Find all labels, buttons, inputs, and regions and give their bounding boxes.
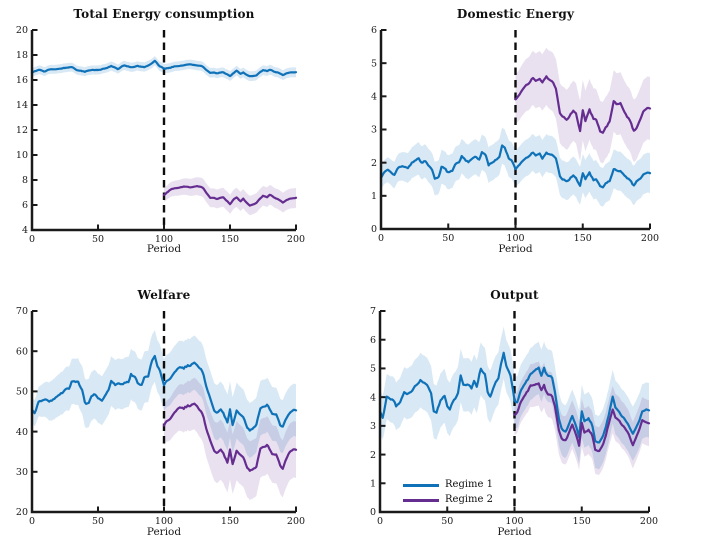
xaxis-label-period-welfare: Period xyxy=(146,526,182,538)
x-tick-label: 0 xyxy=(29,516,35,527)
y-tick-label: 8 xyxy=(22,175,28,186)
x-tick-label: 100 xyxy=(505,516,523,527)
regime2-line xyxy=(514,75,652,134)
chart-panel-2: 20 30 40 50 60 70 0 50 100 150 200 xyxy=(16,306,305,527)
x-tick-label: 0 xyxy=(29,234,35,245)
legend-item-regime1: Regime 1 xyxy=(403,479,493,491)
xaxis-label-period-output: Period xyxy=(497,526,532,538)
legend-label-regime1: Regime 1 xyxy=(445,479,493,490)
x-tick-label: 150 xyxy=(221,234,239,245)
y-tick-label: 40 xyxy=(16,427,28,438)
y-tick-label: 6 xyxy=(370,335,376,346)
legend: Regime 1 Regime 2 xyxy=(403,479,493,506)
chart-panel-1: 0 1 2 3 4 5 6 0 50 100 150 200 xyxy=(371,25,659,244)
y-tick-label: 60 xyxy=(16,346,28,357)
chart-title-total-energy-consumption: Total Energy consumption xyxy=(73,7,255,21)
regime2-confidence-band xyxy=(164,377,296,501)
y-tick-label: 6 xyxy=(371,25,377,36)
xaxis-label-period-domestic-energy: Period xyxy=(498,243,533,255)
y-tick-label: 4 xyxy=(22,225,28,236)
y-tick-label: 3 xyxy=(370,421,376,432)
x-tick-label: 50 xyxy=(441,516,453,527)
regime2-line xyxy=(513,382,651,453)
x-tick-label: 150 xyxy=(574,233,592,244)
legend-label-regime2: Regime 2 xyxy=(445,494,493,505)
x-tick-label: 200 xyxy=(287,234,305,245)
y-tick-label: 1 xyxy=(371,191,377,202)
y-tick-label: 4 xyxy=(371,92,377,103)
regime1-confidence-band xyxy=(32,330,296,459)
y-tick-label: 7 xyxy=(370,306,376,317)
regime2-line xyxy=(162,402,298,472)
y-tick-label: 70 xyxy=(16,306,28,317)
legend-item-regime2: Regime 2 xyxy=(403,494,493,506)
y-tick-label: 6 xyxy=(22,200,28,211)
y-tick-label: 1 xyxy=(370,478,376,489)
y-tick-label: 2 xyxy=(371,158,377,169)
x-tick-label: 0 xyxy=(377,516,383,527)
regime2-confidence-band xyxy=(164,177,296,216)
x-tick-label: 150 xyxy=(221,516,239,527)
regime1-line xyxy=(378,351,651,444)
y-tick-label: 5 xyxy=(370,364,376,375)
y-tick-label: 0 xyxy=(371,224,377,235)
x-tick-label: 100 xyxy=(155,234,173,245)
x-tick-label: 50 xyxy=(442,233,454,244)
chart-panel-3: 0 1 2 3 4 5 6 7 0 50 100 150 200 xyxy=(370,306,658,527)
xaxis-label-period-total-energy: Period xyxy=(146,243,182,255)
regime1-line-swatch xyxy=(403,483,439,487)
x-tick-label: 0 xyxy=(378,233,384,244)
regime2-line-swatch xyxy=(403,498,439,502)
x-tick-label: 200 xyxy=(287,516,305,527)
regime2-line xyxy=(162,185,298,207)
regime1-line xyxy=(30,354,298,432)
x-tick-label: 150 xyxy=(573,516,591,527)
chart-title-domestic-energy: Domestic Energy xyxy=(456,7,575,21)
x-tick-label: 100 xyxy=(506,233,524,244)
y-tick-label: 18 xyxy=(16,50,28,61)
chart-title-output: Output xyxy=(490,288,539,302)
x-tick-label: 100 xyxy=(155,516,173,527)
y-tick-label: 20 xyxy=(16,25,28,36)
x-tick-label: 200 xyxy=(641,233,659,244)
y-tick-label: 12 xyxy=(16,125,28,136)
y-tick-label: 20 xyxy=(16,507,28,518)
regime2-confidence-band xyxy=(515,47,650,164)
chart-title-welfare: Welfare xyxy=(137,288,191,302)
regime1-line xyxy=(379,144,652,189)
y-tick-label: 50 xyxy=(16,387,28,398)
y-tick-label: 16 xyxy=(16,75,28,86)
y-tick-label: 14 xyxy=(16,100,28,111)
y-tick-label: 5 xyxy=(371,58,377,69)
y-tick-label: 0 xyxy=(370,507,376,518)
y-tick-label: 10 xyxy=(16,150,28,161)
x-tick-label: 50 xyxy=(92,234,104,245)
x-tick-label: 200 xyxy=(640,516,658,527)
regime1-line xyxy=(30,59,298,78)
y-tick-label: 4 xyxy=(370,392,376,403)
y-tick-label: 30 xyxy=(16,467,28,478)
x-tick-label: 50 xyxy=(92,516,104,527)
y-tick-label: 3 xyxy=(371,125,377,136)
y-tick-label: 2 xyxy=(370,450,376,461)
